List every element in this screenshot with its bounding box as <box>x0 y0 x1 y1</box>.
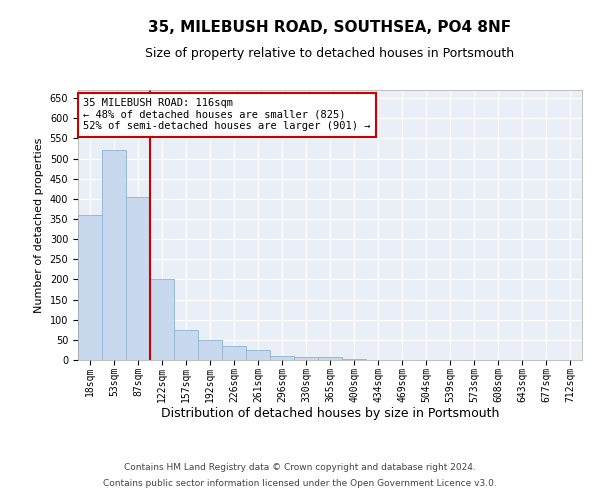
Bar <box>126 197 150 360</box>
Bar <box>270 356 294 360</box>
Text: 35, MILEBUSH ROAD, SOUTHSEA, PO4 8NF: 35, MILEBUSH ROAD, SOUTHSEA, PO4 8NF <box>148 20 512 35</box>
Text: Contains HM Land Registry data © Crown copyright and database right 2024.: Contains HM Land Registry data © Crown c… <box>124 464 476 472</box>
Text: Contains public sector information licensed under the Open Government Licence v3: Contains public sector information licen… <box>103 478 497 488</box>
Bar <box>342 359 366 360</box>
Bar <box>78 215 102 360</box>
Y-axis label: Number of detached properties: Number of detached properties <box>34 138 44 312</box>
Text: Size of property relative to detached houses in Portsmouth: Size of property relative to detached ho… <box>145 48 515 60</box>
Bar <box>222 346 246 360</box>
X-axis label: Distribution of detached houses by size in Portsmouth: Distribution of detached houses by size … <box>161 407 499 420</box>
Bar <box>150 280 174 360</box>
Bar <box>102 150 126 360</box>
Bar <box>198 340 222 360</box>
Text: 35 MILEBUSH ROAD: 116sqm
← 48% of detached houses are smaller (825)
52% of semi-: 35 MILEBUSH ROAD: 116sqm ← 48% of detach… <box>83 98 371 132</box>
Bar <box>174 330 198 360</box>
Bar <box>246 350 270 360</box>
Bar <box>318 357 342 360</box>
Bar <box>294 357 318 360</box>
